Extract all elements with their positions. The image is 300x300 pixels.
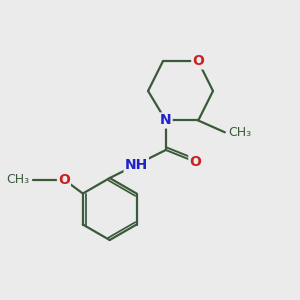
Text: N: N xyxy=(160,113,172,128)
Text: NH: NH xyxy=(124,158,148,172)
Text: CH₃: CH₃ xyxy=(6,173,29,186)
Text: O: O xyxy=(58,172,70,187)
Text: O: O xyxy=(189,155,201,169)
Text: CH₃: CH₃ xyxy=(228,126,251,139)
Text: O: O xyxy=(192,54,204,68)
